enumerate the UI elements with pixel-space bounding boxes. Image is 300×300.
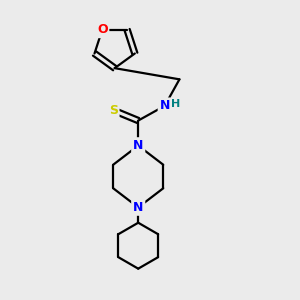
Text: N: N — [133, 139, 143, 152]
Text: H: H — [171, 99, 181, 110]
Text: N: N — [133, 201, 143, 214]
Text: O: O — [97, 23, 107, 36]
Text: S: S — [109, 104, 118, 117]
Text: N: N — [160, 99, 170, 112]
